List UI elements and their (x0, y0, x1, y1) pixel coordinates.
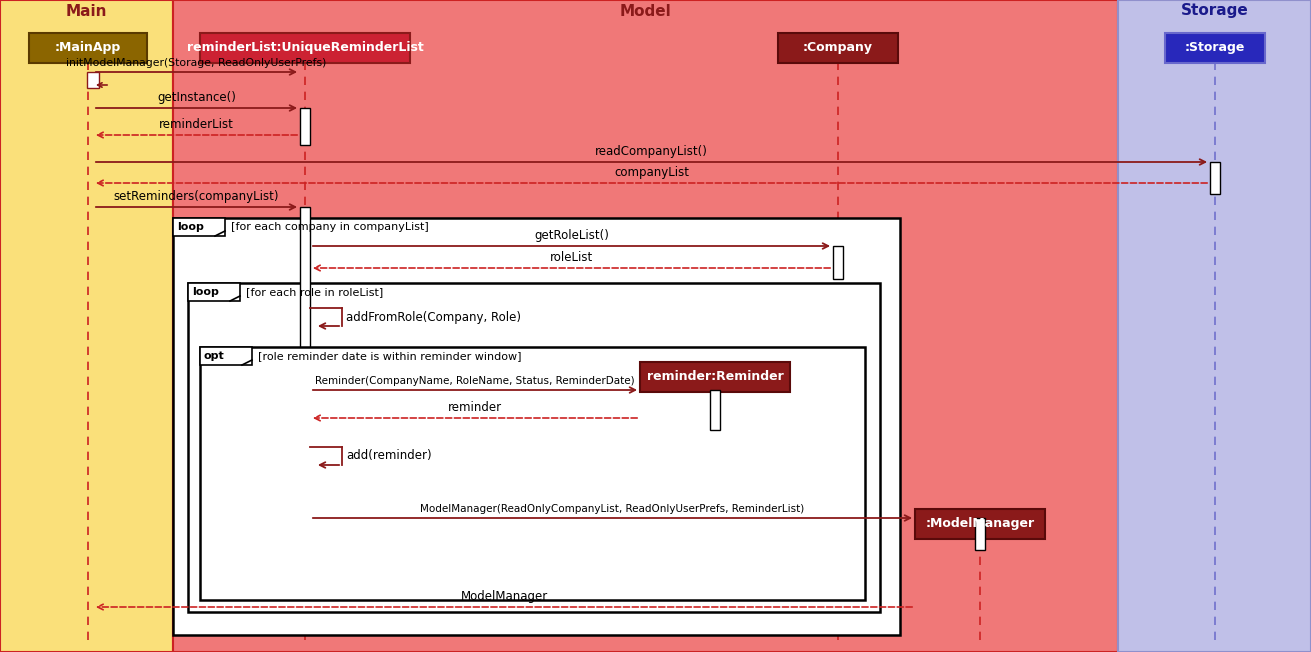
Text: initModelManager(Storage, ReadOnlyUserPrefs): initModelManager(Storage, ReadOnlyUserPr… (67, 58, 326, 68)
Bar (29, 33, 147, 63)
Text: :ModelManager: :ModelManager (926, 518, 1034, 531)
Bar (1210, 162, 1221, 194)
Text: opt: opt (205, 351, 224, 361)
Text: loop: loop (177, 222, 205, 232)
Text: [role reminder date is within reminder window]: [role reminder date is within reminder w… (258, 351, 522, 361)
Text: Main: Main (66, 3, 108, 18)
Text: add(reminder): add(reminder) (346, 449, 431, 462)
Bar (173, 218, 225, 236)
Text: :Company: :Company (804, 42, 873, 55)
Bar (201, 347, 865, 600)
Text: reminderList:UniqueReminderList: reminderList:UniqueReminderList (186, 42, 423, 55)
Bar (173, 0, 1118, 652)
Bar (300, 207, 309, 540)
Bar (87, 72, 100, 88)
Text: readCompanyList(): readCompanyList() (595, 145, 708, 158)
Text: :MainApp: :MainApp (55, 42, 121, 55)
Text: loop: loop (191, 287, 219, 297)
Bar (1118, 0, 1311, 652)
Bar (300, 108, 309, 145)
Bar (173, 218, 899, 635)
Text: Model: Model (620, 3, 671, 18)
Text: reminder: reminder (448, 401, 502, 414)
Text: getRoleList(): getRoleList() (534, 229, 608, 242)
Text: addFromRole(Company, Role): addFromRole(Company, Role) (346, 310, 520, 323)
Text: [for each role in roleList]: [for each role in roleList] (246, 287, 383, 297)
Text: ModelManager(ReadOnlyCompanyList, ReadOnlyUserPrefs, ReminderList): ModelManager(ReadOnlyCompanyList, ReadOn… (421, 504, 805, 514)
Text: Reminder(CompanyName, RoleName, Status, ReminderDate): Reminder(CompanyName, RoleName, Status, … (315, 376, 635, 386)
Text: [for each company in companyList]: [for each company in companyList] (231, 222, 429, 232)
Bar (187, 283, 880, 612)
Bar (711, 390, 720, 430)
Bar (832, 246, 843, 279)
Text: getInstance(): getInstance() (157, 91, 236, 104)
Bar (975, 518, 985, 550)
Text: companyList: companyList (614, 166, 690, 179)
Text: roleList: roleList (549, 251, 593, 264)
Bar (915, 509, 1045, 539)
Text: reminderList: reminderList (159, 118, 233, 131)
Bar (640, 362, 791, 392)
Bar (201, 33, 410, 63)
Bar (187, 283, 240, 301)
Text: reminder:Reminder: reminder:Reminder (646, 370, 784, 383)
Bar (1165, 33, 1265, 63)
Text: ModelManager: ModelManager (460, 590, 548, 603)
Text: setReminders(companyList): setReminders(companyList) (114, 190, 279, 203)
Bar (201, 347, 252, 365)
Bar (0, 0, 173, 652)
Text: Storage: Storage (1181, 3, 1248, 18)
Bar (777, 33, 898, 63)
Text: :Storage: :Storage (1185, 42, 1245, 55)
